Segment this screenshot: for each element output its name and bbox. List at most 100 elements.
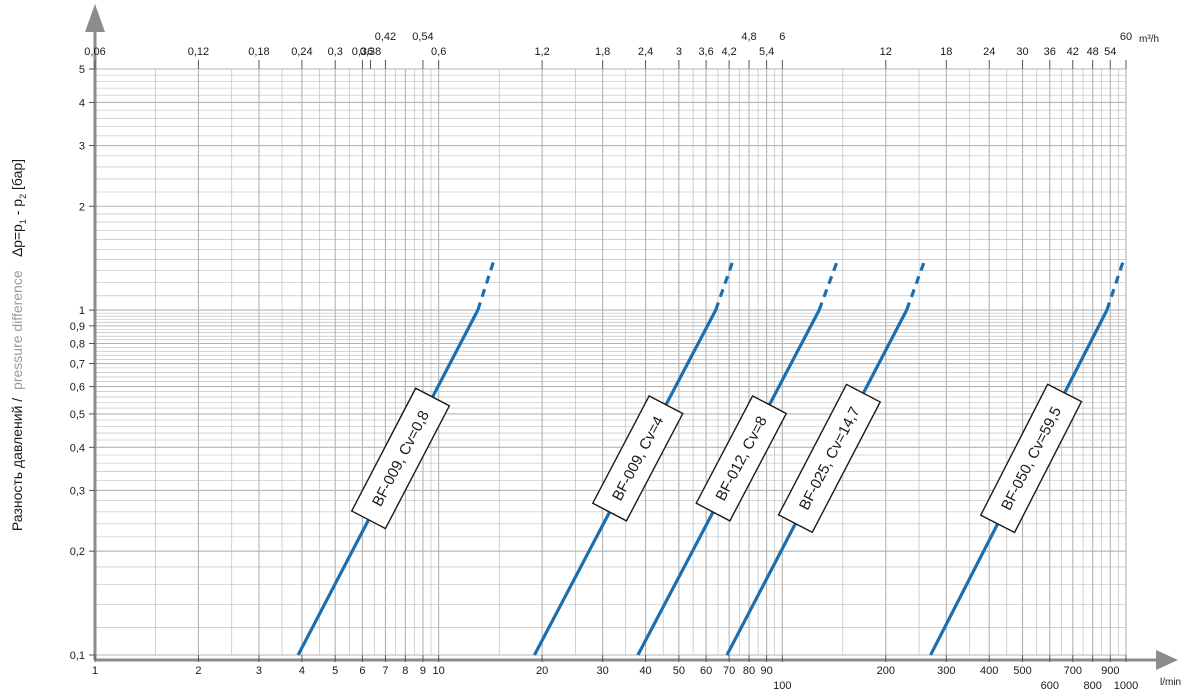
series-line-extension: [817, 259, 840, 311]
x-tick-label: 9: [420, 665, 426, 677]
x-top-tick-label: 24: [983, 46, 995, 58]
series-label: BF-050, Cv=59,5: [979, 383, 1083, 534]
x-tick-label: 300: [937, 665, 955, 677]
x-top-tick-label: 0,24: [291, 46, 312, 58]
y-tick-label: 3: [79, 141, 85, 153]
x-top-tick-label: 18: [940, 46, 952, 58]
series-line-extension: [1105, 259, 1126, 311]
x-top-tick-label: 4,2: [721, 46, 736, 58]
x-top-tick-label: 1,8: [595, 46, 610, 58]
x-tick-label: 60: [700, 665, 712, 677]
x-tick-label: 5: [332, 665, 338, 677]
x-tick-label: 10: [433, 665, 445, 677]
x-tick-label: 2: [195, 665, 201, 677]
series-label-box: [979, 383, 1083, 534]
x-tick-label: 900: [1101, 665, 1119, 677]
x-tick-label: 500: [1013, 665, 1031, 677]
x-tick-label: 600: [1041, 680, 1059, 692]
x-top-tick-label: 5,4: [759, 46, 774, 58]
y-axis-arrow: [85, 4, 105, 32]
x-axis-unit: l/min: [1160, 677, 1181, 688]
x-top-tick-label: 1,2: [534, 46, 549, 58]
x-top-tick-label: 60: [1120, 31, 1132, 43]
axes: [85, 4, 1178, 670]
y-tick-label: 0,6: [70, 382, 85, 394]
x-tick-label: 8: [402, 665, 408, 677]
x-tick-label: 7: [382, 665, 388, 677]
series-label-box: [350, 387, 451, 530]
x-tick-label: 90: [760, 665, 772, 677]
x-top-tick-label: 0,18: [248, 46, 269, 58]
x-tick-label: 800: [1084, 680, 1102, 692]
x-tick-label: 700: [1064, 665, 1082, 677]
x-tick-label: 70: [723, 665, 735, 677]
series-line-extension: [714, 259, 735, 311]
x-top-tick-label: 12: [880, 46, 892, 58]
x-top-axis-unit: m³/h: [1139, 34, 1159, 45]
y-tick-label: 0,1: [70, 650, 85, 662]
x-top-tick-label: 3,6: [698, 46, 713, 58]
x-top-tick-label: 54: [1104, 46, 1116, 58]
x-tick-label: 200: [877, 665, 895, 677]
series-label: BF-009, Cv=4: [591, 394, 684, 522]
x-tick-label: 20: [536, 665, 548, 677]
series-label: BF-025, Cv=14,7: [777, 383, 882, 534]
y-tick-label: 0,2: [70, 546, 85, 558]
x-tick-label: 4: [299, 665, 305, 677]
x-top-tick-label: 0,36: [352, 46, 373, 58]
x-top-tick-label: 3: [676, 46, 682, 58]
y-axis-formula-sub1: 1: [18, 219, 28, 224]
x-tick-label: 1000: [1114, 680, 1138, 692]
series-label: BF-012, Cv=8: [695, 394, 788, 522]
x-top-tick-label: 30: [1016, 46, 1028, 58]
y-tick-label: 2: [79, 201, 85, 213]
y-tick-label: 0,9: [70, 321, 85, 333]
y-tick-label: 0,5: [70, 409, 85, 421]
y-tick-label: 1: [79, 305, 85, 317]
x-top-tick-label: 0,3: [328, 46, 343, 58]
x-top-tick-label: 0,06: [84, 46, 105, 58]
x-tick-label: 50: [673, 665, 685, 677]
series-label-box: [777, 383, 882, 534]
x-top-tick-label: 0,12: [188, 46, 209, 58]
x-tick-label: 1: [92, 665, 98, 677]
y-axis-label: Разность давлений / pressure difference …: [9, 159, 28, 531]
x-top-tick-label: 2,4: [638, 46, 653, 58]
series-label-box: [695, 394, 788, 522]
x-top-tick-label: 0,54: [412, 31, 433, 43]
x-tick-label: 6: [359, 665, 365, 677]
y-axis-formula-suffix: [бар]: [9, 159, 25, 194]
y-tick-label: 0,8: [70, 339, 85, 351]
series-label-box: [591, 394, 684, 522]
series-labels: BF-009, Cv=0,8 BF-009, Cv=4 BF-012, Cv=8 BF…: [350, 383, 1083, 534]
series-label: BF-009, Cv=0,8: [350, 387, 451, 530]
y-tick-label: 0,7: [70, 359, 85, 371]
y-axis-formula-mid: - p: [9, 199, 25, 219]
x-top-tick-label: 0,38: [360, 46, 381, 58]
x-top-tick-label: 0,42: [375, 31, 396, 43]
x-top-tick-label: 6: [779, 31, 785, 43]
x-tick-label: 100: [773, 680, 791, 692]
y-tick-label: 4: [79, 97, 85, 109]
y-axis-formula-prefix: ∆p=p: [9, 224, 25, 257]
x-top-tick-label: 48: [1087, 46, 1099, 58]
x-top-tick-label: 42: [1067, 46, 1079, 58]
x-top-tick-label: 36: [1044, 46, 1056, 58]
x-tick-label: 80: [743, 665, 755, 677]
x-tick-label: 3: [256, 665, 262, 677]
x-top-tick-label: 4,8: [741, 31, 756, 43]
x-top-tick-label: 0,6: [431, 46, 446, 58]
series-line-extension: [476, 259, 496, 311]
grid: [94, 68, 1127, 656]
x-tick-label: 400: [980, 665, 998, 677]
x-tick-label: 30: [597, 665, 609, 677]
y-axis-label-en: pressure difference: [9, 270, 25, 390]
series-line-extension: [905, 259, 927, 311]
y-tick-label: 0,3: [70, 485, 85, 497]
y-tick-label: 5: [79, 64, 85, 76]
y-axis-label-ru: Разность давлений /: [9, 398, 25, 531]
x-tick-label: 40: [639, 665, 651, 677]
y-tick-label: 0,4: [70, 442, 85, 454]
